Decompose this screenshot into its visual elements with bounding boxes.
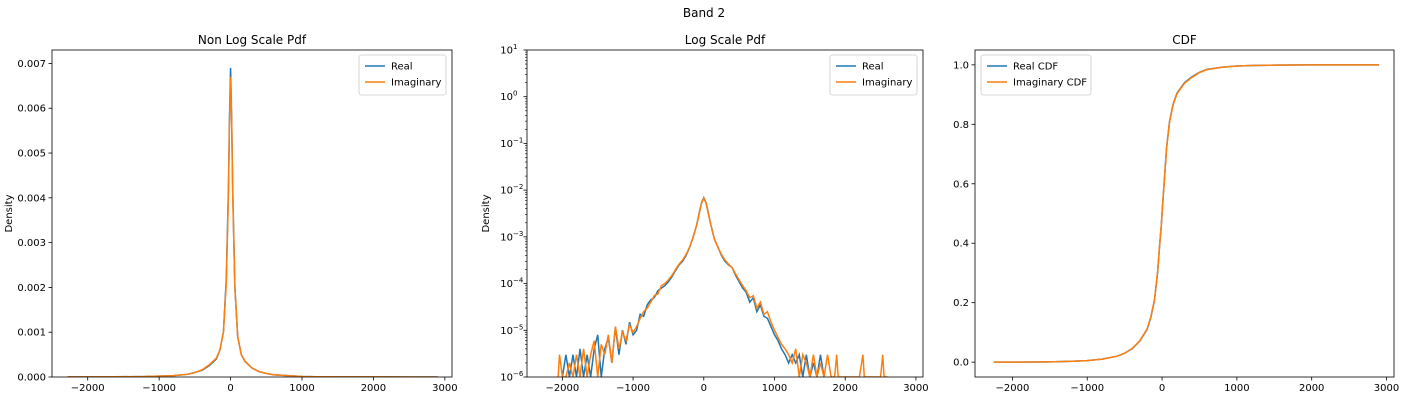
y-tick-label: 10 [500,373,513,384]
y-tick-label: 0.4 [953,239,969,250]
legend-entry-label: Imaginary [862,78,913,89]
subplot-title: CDF [1172,33,1197,47]
y-axis-label: Density [481,194,492,232]
y-tick-exponent: 0 [513,90,517,98]
legend-box [980,54,1092,96]
series-line-real-cdf [993,64,1380,363]
x-tick-label: −1000 [616,383,650,394]
series-line-imaginary [67,76,438,377]
y-tick-label: 10 [500,279,513,290]
y-tick-exponent: −6 [513,370,524,378]
figure-suptitle: Band 2 [683,6,725,20]
legend: Real CDF Imaginary CDF [980,54,1092,96]
y-tick-label: 1.0 [953,60,969,71]
y-tick-label: 10 [500,46,513,57]
x-tick-label: −2000 [545,383,579,394]
series-line-real [67,67,438,377]
y-tick-label: 0.007 [17,59,46,70]
legend: Real Imaginary [358,54,447,96]
x-tick-label: 0 [1159,383,1165,394]
legend-entry-label: Imaginary CDF [1013,78,1087,89]
legend-entry-label: Real [391,62,413,73]
y-tick-label: 0.8 [953,120,969,131]
x-tick-label: 3000 [903,383,928,394]
axes-frame [974,49,1395,378]
y-tick-exponent: −1 [513,136,523,144]
x-tick-label: 0 [227,383,233,394]
subplot-1: −2000 −1000 0 1000 2000 3000 0.000 0.001 0.002 0.… [4,33,458,394]
y-tick-label: 10 [500,186,513,197]
y-tick-exponent: −3 [513,230,523,238]
legend-box [829,54,918,96]
x-tick-label: 2000 [1299,383,1324,394]
x-tick-label: 1000 [1224,383,1249,394]
y-tick-label: 0.004 [17,193,46,204]
y-tick-exponent: 1 [513,43,517,51]
y-tick-label: 0.005 [17,149,46,160]
y-tick-label: 0.006 [17,104,46,115]
y-tick-label: 10 [500,139,513,150]
y-tick-exponent: −5 [513,323,523,331]
x-tick-label: 2000 [361,383,386,394]
x-tick-label: 0 [701,383,707,394]
y-tick-label: 0.6 [953,179,969,190]
legend-entry-label: Real CDF [1013,62,1058,73]
y-tick-exponent: −2 [513,183,523,191]
series-line-imaginary-cdf [993,64,1380,363]
y-tick-label: 0.003 [17,238,46,249]
y-tick-label: 0.2 [953,298,969,309]
y-tick-label: 10 [500,232,513,243]
x-tick-label: 3000 [432,383,457,394]
x-tick-label: −2000 [995,383,1029,394]
legend: Real Imaginary [829,54,918,96]
y-tick-label: 10 [500,326,513,337]
y-tick-label: 0.002 [17,283,46,294]
legend-box [358,54,447,96]
legend-entry-label: Real [862,62,884,73]
x-tick-label: −2000 [71,383,105,394]
subplot-title: Non Log Scale Pdf [198,33,307,47]
series-line-real [561,195,825,377]
series-line-imaginary [557,196,888,377]
axes-frame [51,49,453,378]
x-tick-label: 1000 [289,383,314,394]
y-tick-label: 0.000 [17,373,46,384]
y-tick-label: 0.0 [953,358,969,369]
y-axis-label: Density [4,194,15,232]
x-tick-label: −1000 [1070,383,1104,394]
subplot-title: Log Scale Pdf [685,33,766,47]
x-tick-label: 3000 [1374,383,1399,394]
x-tick-label: 1000 [762,383,787,394]
subplot-3: −2000 −1000 0 1000 2000 3000 0.0 0.2 0.4 0.6 0.8 1.… [953,33,1399,394]
axes-frame [526,49,924,378]
y-tick-label: 10 [500,92,513,103]
legend-entry-label: Imaginary [391,78,442,89]
x-tick-label: −1000 [142,383,176,394]
y-tick-exponent: −4 [513,277,524,285]
y-tick-label: 0.001 [17,328,46,339]
x-tick-label: 2000 [832,383,857,394]
